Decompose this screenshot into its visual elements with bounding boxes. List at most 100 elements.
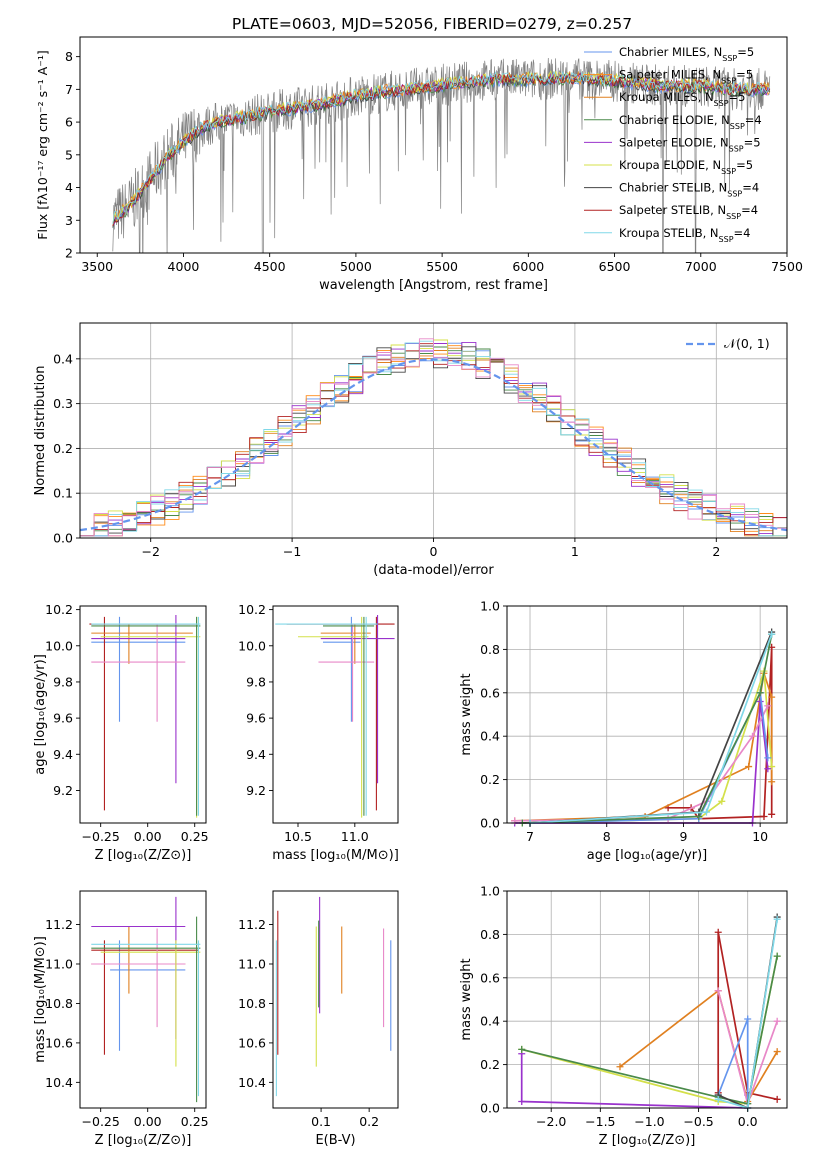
y-tick-label: 0.8 (480, 642, 500, 657)
x-tick-label: 0.00 (134, 829, 162, 844)
errorbar-point (110, 940, 186, 1051)
x-tick-label: −2 (141, 544, 159, 559)
y-tick-label: 9.8 (246, 674, 266, 689)
legend-entry: Kroupa ELODIE, NSSP=5 (619, 158, 753, 176)
x-tick-label: 0.2 (359, 1114, 379, 1129)
errorbar-point (100, 940, 201, 1067)
y-tick-label: 10.8 (45, 996, 73, 1011)
axes-frame (506, 890, 788, 1109)
weight-marker (773, 1048, 781, 1056)
axes-frame (272, 605, 399, 824)
axes-residuals: −2 −1 0 1 2 0.0 0.1 0.2 0.3 0.4 (data-model)/error… (33, 322, 788, 578)
y-tick-label: 9.2 (246, 783, 266, 798)
model-spectrum (112, 72, 771, 227)
weight-marker (764, 754, 772, 762)
x-tick-label: 0.1 (311, 1114, 331, 1129)
legend-value: =5 (736, 158, 753, 172)
weight-marker (773, 915, 781, 923)
x-tick-label: −1.5 (585, 1114, 615, 1129)
errorbar-point (318, 624, 375, 722)
x-tick-label: −0.5 (683, 1114, 713, 1129)
legend-subscript: SSP (729, 144, 744, 153)
axes-frame (79, 605, 207, 824)
y-tick-label: 0.0 (480, 1101, 500, 1116)
weight-marker (773, 952, 781, 960)
weight-line (668, 647, 773, 820)
y-tick-label: 0.6 (480, 685, 500, 700)
x-tick-label: 4000 (168, 259, 200, 274)
y-axis-label: Normed distribution (33, 366, 48, 496)
plot-weight-vs-Z: −2.0 −1.5 −1.0 −0.5 0.0 0.0 0.2 0.4 0.6 0.8 1.0 Z [… (459, 884, 788, 1148)
y-tick-label: 9.4 (53, 747, 73, 762)
y-tick-label: 11.0 (238, 956, 266, 971)
legend-entry: Salpeter ELODIE, NSSP=5 (619, 135, 761, 153)
x-tick-label: 0.0 (738, 1114, 758, 1129)
y-tick-label: 0.2 (480, 772, 500, 787)
legend-subscript: SSP (722, 54, 737, 63)
y-tick-label: 10.0 (238, 638, 266, 653)
y-tick-label: 1.0 (480, 599, 500, 614)
y-tick-label: 9.4 (246, 747, 266, 762)
plot-age-vs-mass: 10.5 11.0 9.2 9.4 9.6 9.8 10.0 10.2 mass [log₁₀(… (238, 602, 399, 863)
y-tick-label: 10.0 (45, 638, 73, 653)
figure-title: PLATE=0603, MJD=52056, FIBERID=0279, z=0… (232, 15, 632, 33)
weight-marker (748, 732, 756, 740)
x-tick-label: 5500 (426, 259, 458, 274)
legend-entry: 𝒩(0, 1) (724, 336, 770, 351)
x-tick-label: 0 (430, 544, 438, 559)
legend-entry: Chabrier ELODIE, NSSP=4 (619, 113, 762, 131)
weight-marker (768, 630, 776, 638)
y-tick-label: 0.2 (480, 1057, 500, 1072)
legend-value: =5 (737, 45, 754, 59)
axes-mass-vs-Z: −0.25 0.00 0.25 10.4 10.6 10.8 11.0 11.2 Z [log₁… (33, 890, 209, 1148)
x-tick-label: 7 (526, 829, 534, 844)
x-axis-label: E(B-V) (315, 1133, 355, 1148)
x-tick-label: 10.5 (284, 829, 312, 844)
plot-mass-vs-EBV: 0.1 0.2 10.4 10.6 10.8 11.0 11.2 E(B-V) (238, 890, 399, 1148)
errorbar-point (323, 616, 361, 722)
x-tick-label: 7500 (771, 259, 803, 274)
x-tick-label: 6500 (599, 259, 631, 274)
legend-label: Chabrier ELODIE, N (619, 113, 730, 127)
weight-marker (773, 1017, 781, 1025)
weight-line (521, 955, 779, 1105)
y-tick-label: 10.8 (238, 996, 266, 1011)
y-tick-label: 11.2 (238, 917, 266, 932)
weight-marker (768, 693, 776, 701)
axes-weight-vs-Z: −2.0 −1.5 −1.0 −0.5 0.0 0.0 0.2 0.4 0.6 0.8 1.0 Z [… (459, 884, 788, 1148)
x-tick-label: 0.00 (134, 1114, 162, 1129)
weight-marker (768, 810, 776, 818)
legend-subscript: SSP (727, 189, 742, 198)
y-tick-label: 0.1 (53, 486, 73, 501)
y-tick-label: 11.0 (45, 956, 73, 971)
x-axis-label: wavelength [Angstrom, rest frame] (319, 278, 548, 293)
legend-value: =4 (741, 203, 758, 217)
errorbar-point (91, 940, 201, 1097)
errorbar-point (91, 624, 186, 722)
weight-marker (714, 928, 722, 936)
y-tick-label: 0.8 (480, 927, 500, 942)
y-tick-label: 0.4 (480, 1014, 500, 1029)
y-axis-label: mass weight (459, 673, 474, 755)
legend-entry: Chabrier STELIB, NSSP=4 (619, 181, 759, 199)
y-tick-label: 0.0 (480, 816, 500, 831)
axes-age-vs-mass: 10.5 11.0 9.2 9.4 9.6 9.8 10.0 10.2 mass [log₁₀(… (238, 602, 399, 863)
x-axis-label: Z [log₁₀(Z/Z⊙)] (599, 1133, 696, 1148)
y-tick-label: 3 (65, 213, 73, 228)
weight-marker (764, 765, 772, 773)
legend-label: Chabrier MILES, N (619, 45, 722, 59)
y-tick-label: 0.3 (53, 396, 73, 411)
errorbar-point (91, 616, 186, 722)
weight-marker (760, 812, 768, 820)
axes-frame (79, 36, 788, 254)
x-tick-label: −1.0 (634, 1114, 664, 1129)
legend-subscript: SSP (721, 76, 736, 85)
y-tick-label: 6 (65, 115, 73, 130)
x-tick-label: −0.25 (82, 829, 120, 844)
x-tick-label: 0.25 (181, 829, 209, 844)
marks-mass-vs-Z (91, 896, 201, 1103)
weight-line (522, 634, 773, 824)
weight-marker (745, 763, 753, 771)
y-tick-label: 10.4 (45, 1075, 73, 1090)
weight-marker (616, 1063, 624, 1071)
